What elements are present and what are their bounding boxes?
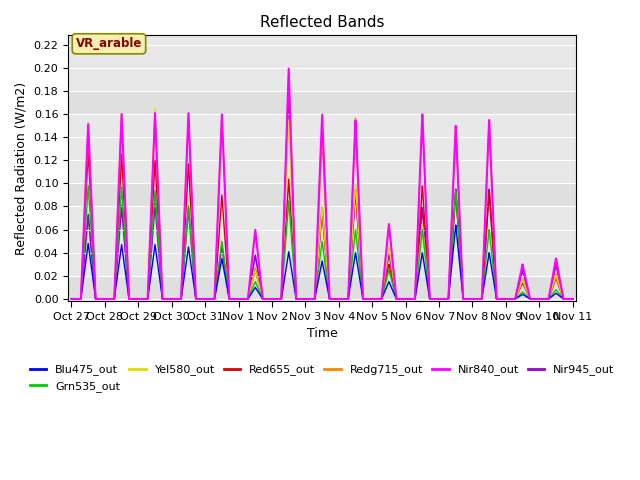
Text: VR_arable: VR_arable: [76, 37, 142, 50]
Bar: [68, 183, 576, 206]
Bar: [68, 91, 576, 114]
Title: Reflected Bands: Reflected Bands: [260, 15, 385, 30]
Bar: [68, 276, 576, 299]
Legend: Blu475_out, Grn535_out, Yel580_out, Red655_out, Redg715_out, Nir840_out, Nir945_: Blu475_out, Grn535_out, Yel580_out, Red6…: [25, 360, 619, 396]
X-axis label: Time: Time: [307, 327, 337, 340]
Y-axis label: Reflected Radiation (W/m2): Reflected Radiation (W/m2): [15, 82, 28, 255]
